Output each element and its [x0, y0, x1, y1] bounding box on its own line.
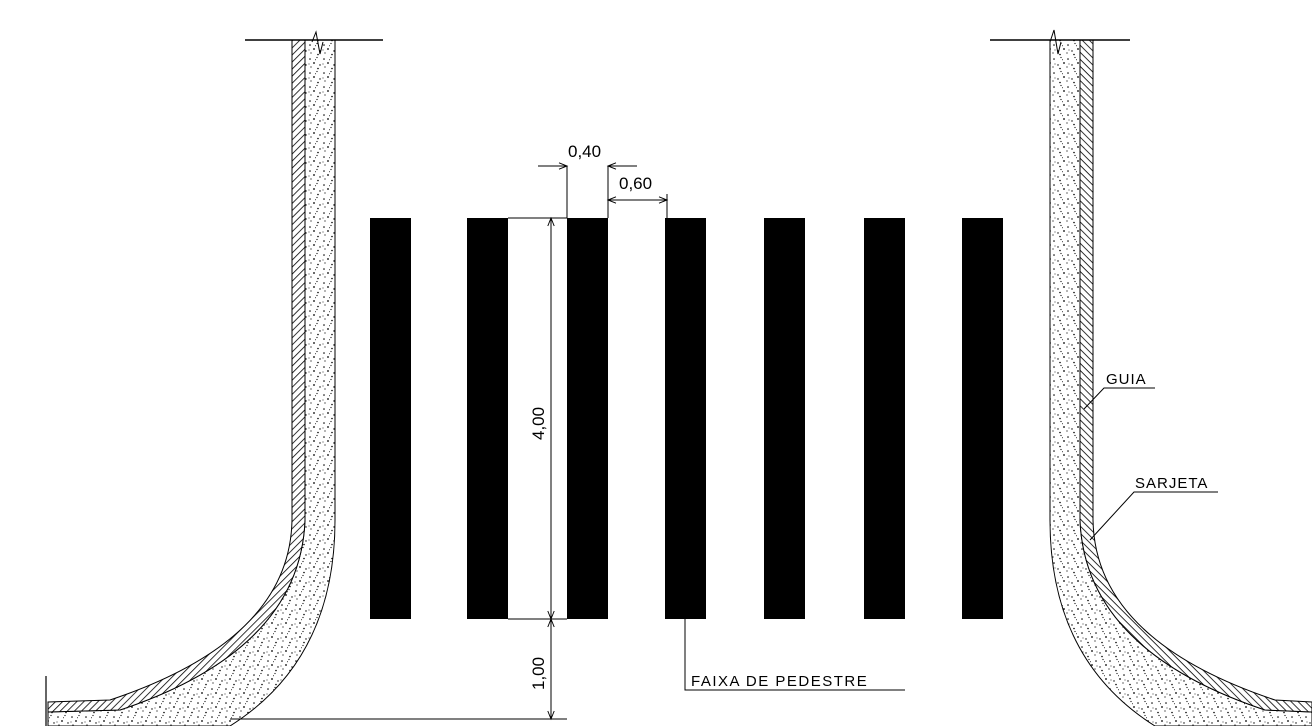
dimension-stripe-length [508, 216, 567, 621]
left-curb-assembly [45, 30, 383, 726]
left-break-symbol [311, 30, 324, 55]
crosswalk-leader [684, 619, 905, 691]
stripe [567, 218, 608, 619]
curb-leader [1083, 387, 1155, 410]
right-curb [1079, 39, 1312, 713]
stripe [467, 218, 508, 619]
dimension-stripe-gap [606, 194, 669, 218]
right-curb-assembly [1049, 39, 1312, 726]
dimension-label-length: 4,00 [529, 407, 548, 440]
dimension-label-width: 0,40 [568, 142, 601, 161]
stripe [764, 218, 805, 619]
stripe [864, 218, 905, 619]
right-break-symbol [1049, 29, 1062, 55]
curb-label: GUIA [1106, 371, 1147, 388]
dimension-label-setback: 1,00 [529, 657, 548, 690]
left-curb [47, 39, 306, 713]
dimension-label-gap: 0,60 [619, 174, 652, 193]
stripe [962, 218, 1003, 619]
gutter-label: SARJETA [1135, 475, 1208, 492]
stripe [665, 218, 706, 619]
crosswalk-label: FAIXA DE PEDESTRE [691, 673, 868, 690]
gutter-leader [1089, 491, 1218, 541]
dimension-setback [230, 617, 567, 721]
stripe [370, 218, 411, 619]
crosswalk-stripes [370, 218, 1003, 619]
dimension-stripe-width [538, 162, 637, 218]
